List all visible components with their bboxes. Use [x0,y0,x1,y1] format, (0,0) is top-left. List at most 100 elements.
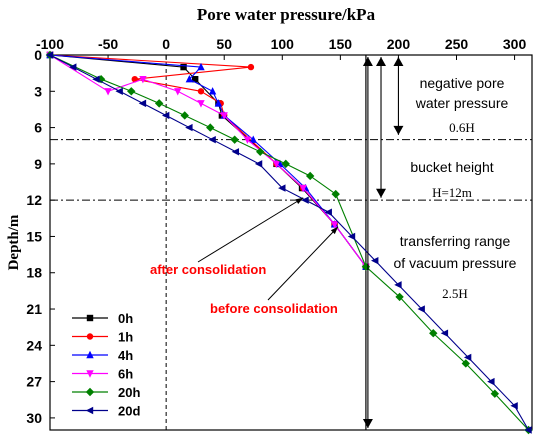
data-point-20h [395,292,404,302]
data-point-0h [180,63,187,71]
legend-label: 0h [118,311,133,326]
data-point-4h [214,99,223,107]
y-tick-label: 24 [26,337,42,353]
annotation-transferring-range: transferring range [400,233,511,249]
data-point-20d [301,196,309,204]
data-point-1h [197,88,205,95]
y-tick-label: 0 [34,47,42,63]
data-point-20h [429,329,438,338]
data-point-6h [174,88,182,96]
data-point-20d [487,377,495,386]
x-tick-label: -50 [98,36,118,52]
arrow-bucket-height-head-bottom [376,188,387,198]
legend-entry-20d: 20d [72,404,140,419]
data-point-6h [243,136,252,144]
data-point-20d [417,305,425,313]
x-tick-label: -100 [36,36,64,52]
data-point-4h [185,74,194,83]
data-point-20d [69,63,77,71]
reference-lines [50,55,532,430]
y-tick-label: 9 [34,156,42,172]
legend-label: 20h [118,385,140,400]
data-point-6h [299,184,307,193]
series-0h [46,51,370,270]
data-point-20d [254,160,263,168]
arrow-bucket-height-head-top [376,57,387,66]
data-point-20d [394,281,402,289]
data-point-1h [247,63,255,71]
legend-label: 4h [118,348,133,363]
series-20d [45,51,532,434]
plot-frame [49,54,533,431]
series-1h [46,51,370,270]
legend-swatch-marker [85,387,95,397]
x-axis-ticks: -100 -50 0 50 100 150 200 250 300 [36,36,526,60]
data-point-20h [331,189,340,199]
data-point-20d [138,99,147,108]
y-axis-ticks: 0 3 6 9 12 15 18 21 24 27 30 [26,47,55,426]
data-point-0h [191,75,199,83]
data-point-20d [463,353,472,362]
data-point-20h [490,389,500,398]
legend-entry-20h: 20h [72,385,140,400]
data-point-20d [371,256,379,265]
data-point-20d [208,135,216,144]
data-point-20d [185,123,193,132]
legend-label: 1h [118,330,133,345]
x-tick-label: 0 [162,36,170,52]
data-point-20h [230,135,239,144]
series-line-0h [49,54,367,268]
annotation-arrows [197,57,404,428]
series-line-4h [49,54,367,268]
y-tick-label: 3 [34,83,42,99]
series-line-1h [49,54,367,268]
data-point-20d [440,329,449,337]
arrow-2.5h-head-bottom [362,419,373,428]
legend-entry-1h: 1h [72,330,133,345]
series-4h [46,50,370,270]
series-line-6h [49,54,367,268]
y-tick-label: 30 [26,410,42,426]
x-tick-label: 250 [445,36,469,52]
arrow-2.5h-head-top [362,57,373,66]
x-tick-label: 300 [503,36,527,52]
annotations: negative pore water pressure 0.6H bucket… [150,75,517,316]
data-point-6h [197,100,205,108]
x-tick-label: 150 [329,36,353,52]
legend-entry-0h: 0h [72,311,133,326]
series-line-20d [49,54,529,431]
data-point-20d [324,208,332,216]
legend-swatch-marker [86,314,94,322]
annotation-bucket-height: bucket height [410,159,493,175]
data-point-4h [249,135,257,143]
data-point-20d [347,232,356,241]
legend-swatch-marker [86,350,94,359]
data-point-20h [461,359,470,368]
data-point-6h [330,221,339,229]
series-6h [46,51,370,271]
data-point-20d [278,184,286,192]
pointer-after-consolidation-head [295,197,304,205]
data-point-20h [206,123,215,132]
data-point-20d [115,87,123,95]
pointer-after-consolidation [197,197,304,263]
annotation-after-consolidation: after consolidation [150,262,266,277]
data-point-20d [510,402,518,410]
data-point-4h [197,62,205,71]
arrow-0.6h-head-top [393,57,404,66]
data-point-20d [524,426,532,434]
annotation-h12m: H=12m [432,185,472,200]
y-axis-title: Depth/m [6,214,22,270]
data-point-6h [220,112,228,120]
legend-swatch-marker [86,370,94,378]
y-tick-label: 27 [26,374,42,390]
data-point-20d [231,148,240,156]
data-point-20h [305,171,315,181]
legend-label: 20d [118,404,140,419]
series-20h [45,50,533,435]
legend-entry-4h: 4h [72,348,133,363]
x-tick-label: 100 [271,36,295,52]
data-point-6h [272,160,281,169]
x-axis-title: Pore water pressure/kPa [197,5,376,24]
